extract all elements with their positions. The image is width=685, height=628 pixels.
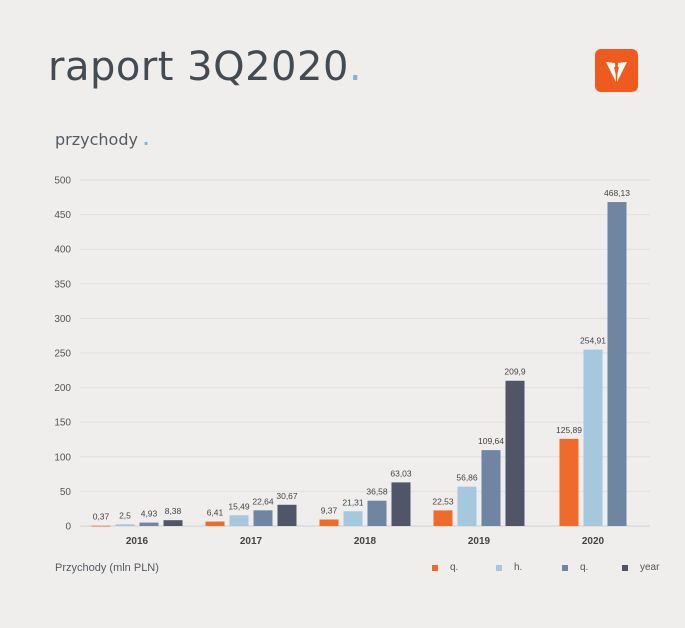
brand-logo-icon <box>595 49 638 92</box>
y-axis: 0 50 100 150 200 250 300 350 400 450 500 <box>54 176 71 533</box>
legend-swatch <box>622 564 628 571</box>
y-tick-label: 400 <box>54 245 71 256</box>
data-label: 21,31 <box>342 497 364 507</box>
bar <box>559 438 579 526</box>
y-tick-label: 0 <box>65 522 71 533</box>
title-dot: . <box>348 44 363 90</box>
y-tick-label: 300 <box>54 314 71 325</box>
data-label: 22,53 <box>432 496 454 506</box>
chart-caption: Przychody (mln PLN) <box>55 562 159 574</box>
x-tick-label: 2017 <box>240 536 263 547</box>
y-tick-label: 50 <box>60 487 72 498</box>
bars <box>91 202 627 527</box>
y-tick-label: 150 <box>54 418 71 429</box>
bar <box>277 504 297 526</box>
data-label: 209,9 <box>504 367 526 377</box>
x-axis: 2016 2017 2018 2019 2020 <box>126 536 605 547</box>
bar <box>367 500 387 526</box>
bar <box>457 486 477 526</box>
data-label: 0,37 <box>93 512 110 522</box>
y-tick-label: 500 <box>54 176 71 187</box>
brand-logo-svg <box>606 62 627 82</box>
chart-title: przychody . <box>55 130 149 149</box>
data-label: 109,64 <box>478 436 504 446</box>
data-label: 6,41 <box>207 508 224 518</box>
x-tick-label: 2019 <box>468 536 491 547</box>
legend-item: year <box>622 562 659 573</box>
legend-swatch <box>432 564 438 571</box>
legend-item: q. <box>562 562 588 573</box>
bar <box>607 202 627 526</box>
y-tick-label: 100 <box>54 452 71 463</box>
data-label: 4,93 <box>141 509 158 519</box>
data-label: 15,49 <box>228 501 250 511</box>
page-title: raport 3Q2020. <box>48 44 362 90</box>
y-tick-label: 450 <box>54 210 71 221</box>
bar <box>91 525 111 527</box>
data-label: 36,58 <box>366 487 388 497</box>
x-tick-label: 2020 <box>582 536 605 547</box>
x-tick-label: 2016 <box>126 536 149 547</box>
legend: q. h. q. year <box>0 560 685 576</box>
x-tick-label: 2018 <box>354 536 377 547</box>
y-tick-label: 350 <box>54 279 71 290</box>
data-label: 125,89 <box>556 425 582 435</box>
data-label: 22,64 <box>252 496 274 506</box>
y-tick-label: 250 <box>54 349 71 360</box>
chart-title-dot: . <box>143 130 150 149</box>
page-title-text: raport 3Q2020 <box>48 44 349 90</box>
legend-label: h. <box>514 562 523 573</box>
bar <box>343 511 363 526</box>
data-label: 63,03 <box>390 468 412 478</box>
bar <box>253 510 273 526</box>
legend-label: year <box>640 562 660 573</box>
data-label: 468,13 <box>604 188 630 198</box>
legend-item: h. <box>496 562 522 573</box>
data-label: 30,67 <box>276 491 298 501</box>
legend-swatch <box>562 564 568 571</box>
bar <box>391 482 411 526</box>
bar <box>505 380 525 526</box>
bar <box>205 521 225 526</box>
bar <box>583 349 603 526</box>
data-label: 56,86 <box>456 473 478 483</box>
bar <box>139 522 159 526</box>
bar <box>319 519 339 526</box>
bar <box>163 520 183 526</box>
data-label: 8,38 <box>165 506 182 516</box>
data-label: 9,37 <box>321 506 338 516</box>
legend-label: q. <box>450 562 459 573</box>
data-label: 254,91 <box>580 336 606 346</box>
bar <box>115 524 135 526</box>
bar <box>481 450 501 526</box>
data-label: 2,5 <box>119 510 131 520</box>
legend-swatch <box>496 564 502 571</box>
y-tick-label: 200 <box>54 383 71 394</box>
bar <box>229 515 249 526</box>
chart-title-text: przychody <box>55 130 138 149</box>
legend-label: q. <box>580 562 589 573</box>
legend-item: q. <box>432 562 458 573</box>
bar <box>433 510 453 526</box>
